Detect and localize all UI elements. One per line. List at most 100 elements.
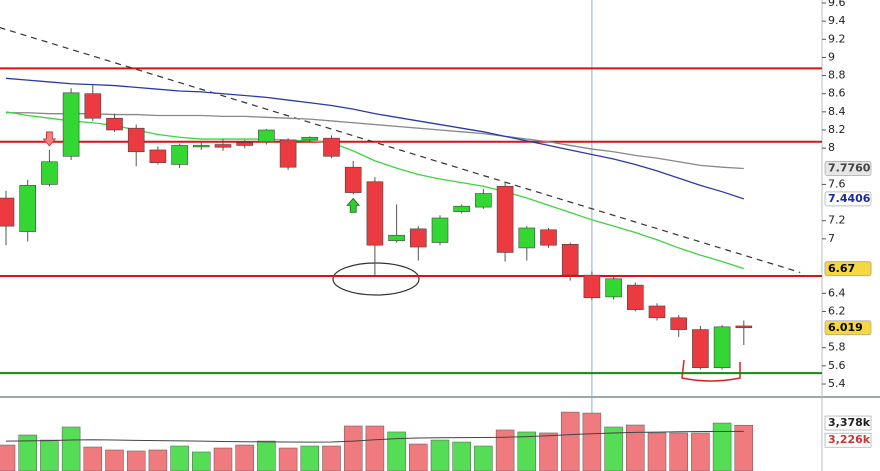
candle-body [735, 325, 753, 329]
price-tag-label: 7.7760 [828, 161, 871, 174]
volume-bar [430, 439, 450, 471]
volume-bar [300, 445, 320, 471]
moving-average [6, 112, 744, 170]
y-tick-label: 8.4 [828, 105, 846, 118]
price-tag [824, 320, 872, 336]
moving-average [5, 77, 745, 200]
volume-bar [691, 432, 710, 471]
volume-tag-label: 3,378k [828, 416, 871, 429]
volume-bar [409, 443, 428, 471]
y-tick-label: 7 [828, 232, 835, 245]
volume-bar [61, 426, 81, 471]
volume-bar [669, 432, 688, 471]
candle-body [626, 284, 644, 310]
price-tag-label: 6.67 [828, 262, 855, 275]
y-tick-label: 7.6 [828, 177, 846, 190]
candle-body [236, 142, 253, 146]
volume-bar [170, 445, 189, 471]
candle-body [648, 305, 666, 319]
price-tag [824, 191, 872, 207]
volume-bar [712, 422, 732, 471]
candle-body [713, 326, 731, 368]
candle-body [366, 181, 384, 246]
ellipse-annotation [332, 262, 420, 296]
y-tick-label: 8.2 [828, 123, 846, 136]
volume-bar [105, 449, 124, 471]
volume-bar [626, 424, 645, 471]
candle-body [127, 127, 145, 153]
candle-body [258, 129, 275, 143]
signal-arrow [42, 131, 57, 147]
volume-bar [365, 425, 385, 471]
volume-bar [517, 431, 537, 471]
candle-body [344, 166, 362, 193]
price-tag-label: 7.4406 [828, 192, 871, 205]
volume-bar [495, 429, 515, 471]
volume-bar [83, 446, 103, 471]
trendline [0, 27, 801, 273]
price-tag [824, 161, 872, 176]
y-tick-label: 6.2 [828, 304, 846, 317]
candle-body [431, 217, 449, 243]
volume-bar [539, 432, 558, 471]
volume-bar [278, 447, 298, 471]
candle-body [670, 317, 688, 330]
volume-tag-label: 3,226k [828, 433, 871, 446]
y-tick-label: 9.6 [828, 0, 846, 9]
y-tick-label: 6.4 [828, 286, 846, 299]
candle-body [171, 145, 188, 165]
volume-bar [0, 444, 16, 471]
candle-body [496, 185, 514, 253]
volume-bar [604, 426, 623, 471]
candle-body [214, 144, 232, 148]
volume-bar [257, 440, 276, 471]
candle-body [540, 229, 557, 246]
y-tick-label: 7.2 [828, 214, 846, 227]
y-tick-label: 5.4 [828, 377, 846, 390]
candle-body [475, 193, 492, 208]
candle-body [0, 197, 15, 227]
candle-body [692, 329, 709, 368]
candle-body [453, 205, 471, 212]
y-tick-label: 9.2 [828, 32, 846, 45]
candle-body [323, 137, 340, 157]
volume-bar [192, 451, 211, 471]
candle-body [279, 139, 297, 168]
volume-moving-average [5, 430, 744, 443]
candle-body [583, 274, 601, 299]
candle-body [19, 185, 37, 232]
candle-body [301, 136, 319, 141]
volume-tag [824, 432, 872, 448]
candle-body [62, 92, 80, 157]
volume-bar [40, 439, 59, 471]
y-tick-label: 8.6 [828, 87, 846, 100]
y-tick-label: 5.6 [828, 359, 846, 372]
candle-body [106, 117, 123, 131]
candle-body [388, 234, 405, 241]
volume-bar [474, 445, 493, 471]
volume-bar [582, 412, 602, 471]
y-tick-label: 5.8 [828, 341, 846, 354]
y-tick-label: 9.4 [828, 14, 846, 27]
y-tick-label: 9 [828, 50, 835, 63]
signal-arrow [346, 197, 361, 213]
bracket-annotation [681, 359, 741, 382]
volume-bar [322, 445, 341, 471]
candle-body [193, 145, 210, 148]
price-tag [824, 261, 872, 277]
y-tick-label: 8.8 [828, 69, 846, 82]
volume-bar [387, 431, 406, 471]
volume-bar [734, 424, 754, 471]
candle-body [84, 93, 102, 119]
y-tick-label: 8 [828, 141, 835, 154]
candle-body [41, 161, 58, 185]
candle-body [409, 228, 427, 248]
volume-bar [343, 425, 363, 471]
candle-body [561, 244, 579, 276]
price-tag-label: 6.019 [828, 321, 863, 334]
candle-body [149, 149, 167, 163]
candle-body [518, 227, 536, 249]
volume-bar [148, 449, 168, 471]
volume-bar [560, 411, 580, 471]
